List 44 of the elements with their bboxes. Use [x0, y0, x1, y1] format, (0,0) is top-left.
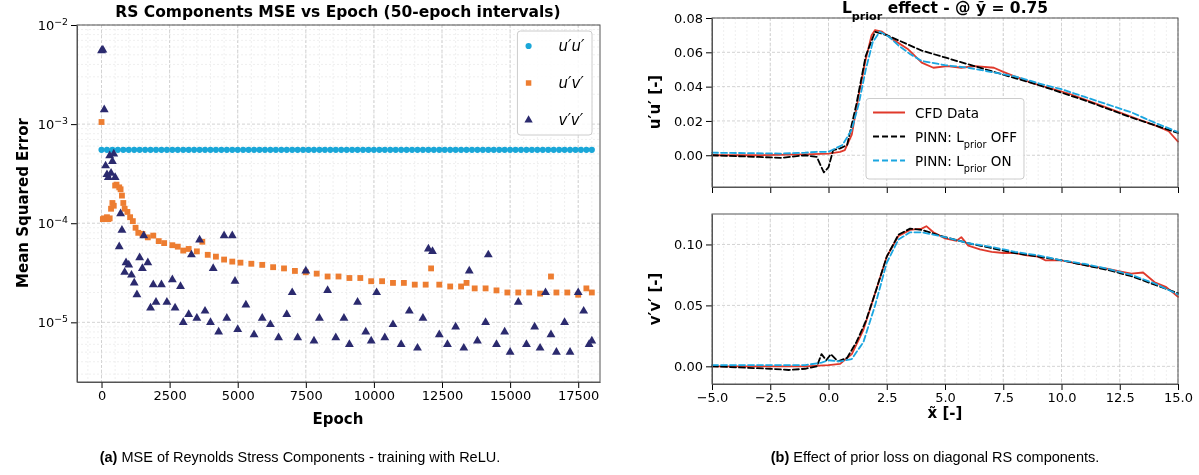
- y-tick-label: 0.04: [674, 79, 703, 95]
- x-tick-label: 5.0: [935, 390, 956, 406]
- y-tick-label: 10$^{−5}$: [37, 312, 69, 330]
- x-tick-label: 2.5: [876, 390, 898, 406]
- legend-label: PINN: L$_{prior}$ ON: [915, 152, 1012, 173]
- y-axis-title: u′u′ [-]: [646, 74, 664, 130]
- y-axis-title: Mean Squared Error: [14, 117, 32, 288]
- y-tick-label: 0.00: [674, 147, 703, 163]
- x-tick-label: 12500: [421, 388, 464, 404]
- y-tick-label: 10$^{−3}$: [37, 114, 69, 132]
- x-tick-label: 12.5: [1105, 390, 1135, 406]
- x-tick-label: 0.0: [818, 390, 840, 406]
- y-tick-label: 10$^{−2}$: [37, 15, 69, 33]
- legend-label: v′v′: [558, 111, 584, 129]
- x-tick-label: 17500: [558, 388, 600, 404]
- x-tick-label: −5.0: [696, 390, 729, 406]
- chart-title: RS Components MSE vs Epoch (50-epoch intervals): [115, 3, 561, 21]
- y-tick-label: 10$^{−4}$: [37, 213, 69, 231]
- legend-label: u′v′: [558, 74, 585, 92]
- x-tick-label: 5000: [221, 388, 255, 404]
- text: (a) MSE of Reynolds Stress Components - training with ReLU.: [99, 449, 501, 465]
- y-tick-label: 0.00: [674, 358, 703, 374]
- x-tick-label: 10.0: [1047, 390, 1077, 406]
- x-tick-label: 7.5: [993, 390, 1015, 406]
- y-tick-label: 0.08: [674, 10, 703, 26]
- x-tick-label: 0: [97, 388, 107, 404]
- legend-label: u′u′: [558, 37, 585, 55]
- legend-label: PINN: L$_{prior}$ OFF: [915, 128, 1017, 149]
- x-axis-title: Epoch: [312, 410, 364, 428]
- x-tick-label: 2500: [153, 388, 187, 404]
- x-tick-label: 7500: [289, 388, 323, 404]
- legend-label: CFD Data: [915, 104, 980, 121]
- x-tick-label: 15.0: [1164, 390, 1193, 406]
- y-tick-label: 0.06: [674, 44, 703, 60]
- y-axis-title: v′v′ [-]: [646, 272, 664, 326]
- y-tick-label: 0.05: [674, 298, 703, 314]
- x-tick-label: −2.5: [754, 390, 787, 406]
- y-tick-label: 0.02: [674, 113, 703, 129]
- y-tick-label: 0.10: [674, 237, 703, 253]
- text: (b) Effect of prior loss on diagonal RS components.: [770, 449, 1100, 465]
- x-axis-title: x̃ [-]: [927, 404, 963, 422]
- chart-title: L$_{prior}$ effect - @ ỹ = 0.75: [841, 0, 1049, 23]
- x-tick-label: 10000: [353, 388, 396, 404]
- x-tick-label: 15000: [489, 388, 532, 404]
